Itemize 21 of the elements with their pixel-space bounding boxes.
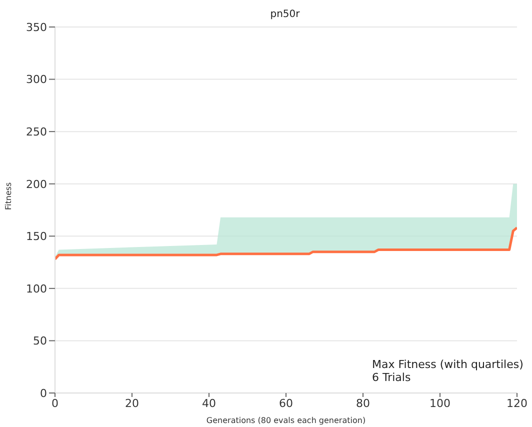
x-tick-label: 60 [279,396,293,410]
y-tick-label: 250 [26,125,47,138]
y-axis-title: Fitness [4,182,13,210]
x-tick-label: 120 [506,396,528,410]
x-tick-label: 40 [202,396,216,410]
y-tick-label: 150 [26,230,47,244]
y-tick-label: 0 [40,386,47,400]
x-tick-label: 80 [356,396,370,410]
annotation: 6 Trials [372,371,412,384]
chart-title: pn50r [269,9,301,20]
y-tick-label: 100 [26,282,47,296]
x-tick-label: 20 [125,396,139,410]
y-tick-label: 300 [26,73,47,86]
x-tick-label: 100 [430,396,450,410]
y-tick-label: 350 [26,20,47,34]
line-series [55,226,517,260]
annotation: Max Fitness (with quartiles) [372,358,524,371]
x-axis-title: Generations (80 evals each generation) [206,416,366,425]
x-tick-label: 0 [52,396,58,410]
y-tick-label: 200 [26,178,47,191]
y-tick-label: 50 [33,334,47,348]
